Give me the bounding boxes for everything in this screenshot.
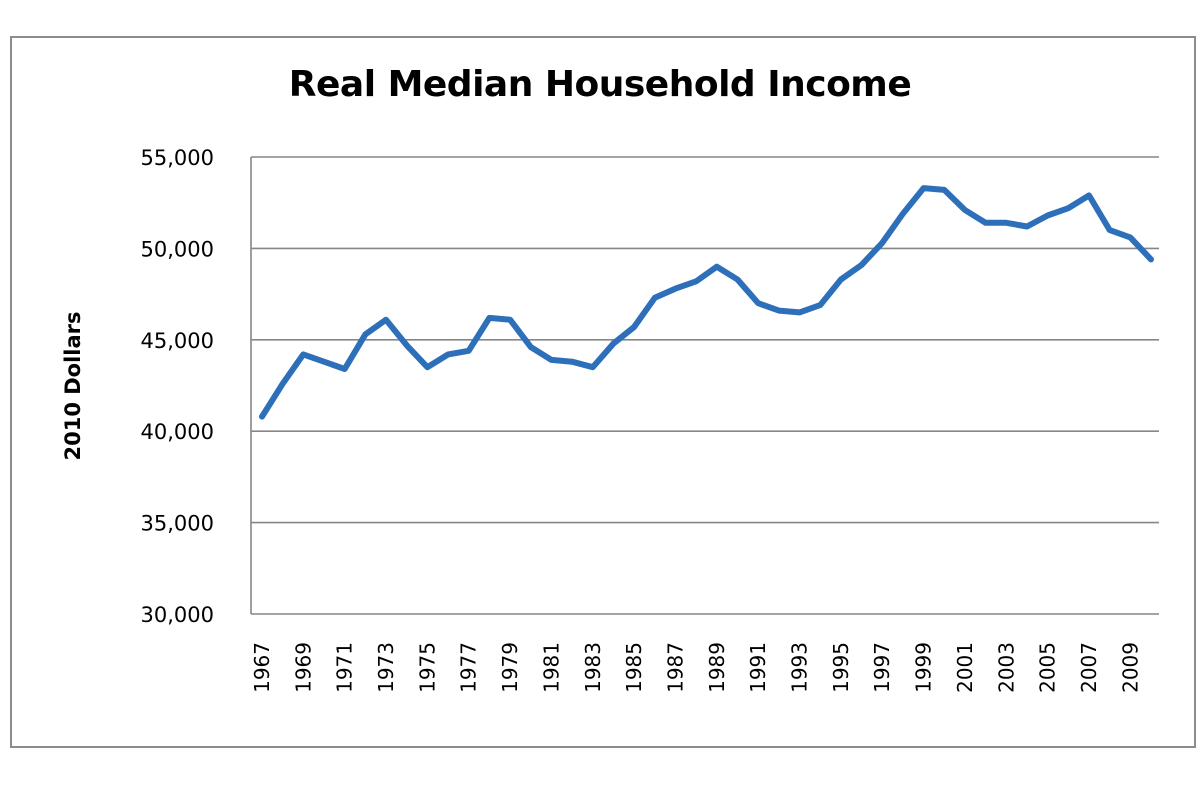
y-tick-label: 40,000 xyxy=(141,420,214,444)
x-tick-label: 1999 xyxy=(912,642,936,693)
x-tick-label: 1971 xyxy=(333,642,357,693)
chart-frame xyxy=(10,36,1196,748)
y-tick-label: 45,000 xyxy=(141,329,214,353)
series-line xyxy=(259,185,1154,420)
x-axis-ticks: 1967 1969 1971 1973 1975 1977 1979 1981 1983 1985… xyxy=(250,642,1142,693)
y-axis-ticks: 30,000 35,000 40,000 45,000 50,000 55,000 xyxy=(141,146,214,627)
x-tick-label: 2007 xyxy=(1077,642,1101,693)
x-tick-label: 1967 xyxy=(250,642,274,693)
x-tick-label: 1975 xyxy=(415,642,439,693)
y-tick-label: 30,000 xyxy=(141,603,214,627)
x-tick-label: 1989 xyxy=(705,642,729,693)
x-tick-label: 1979 xyxy=(498,642,522,693)
x-tick-label: 2001 xyxy=(953,642,977,693)
x-tick-label: 1997 xyxy=(870,642,894,693)
y-tick-label: 50,000 xyxy=(141,237,214,261)
x-tick-label: 1991 xyxy=(746,642,770,693)
x-tick-label: 1993 xyxy=(788,642,812,693)
y-tick-label: 55,000 xyxy=(141,146,214,170)
chart-title: Real Median Household Income xyxy=(288,64,912,105)
x-tick-label: 2005 xyxy=(1036,642,1060,693)
x-tick-label: 1983 xyxy=(581,642,605,693)
y-tick-label: 35,000 xyxy=(141,512,214,536)
series-group xyxy=(259,185,1154,420)
x-tick-label: 1969 xyxy=(291,642,315,693)
x-tick-label: 1985 xyxy=(622,642,646,693)
x-tick-label: 1981 xyxy=(539,642,563,693)
gridlines xyxy=(250,156,1159,615)
x-tick-label: 1973 xyxy=(374,642,398,693)
x-tick-label: 2003 xyxy=(994,642,1018,693)
y-axis-label: 2010 Dollars xyxy=(61,311,85,460)
x-tick-label: 1995 xyxy=(829,642,853,693)
x-tick-label: 1977 xyxy=(457,642,481,693)
x-tick-label: 1987 xyxy=(663,642,687,693)
x-tick-label: 2009 xyxy=(1118,642,1142,693)
